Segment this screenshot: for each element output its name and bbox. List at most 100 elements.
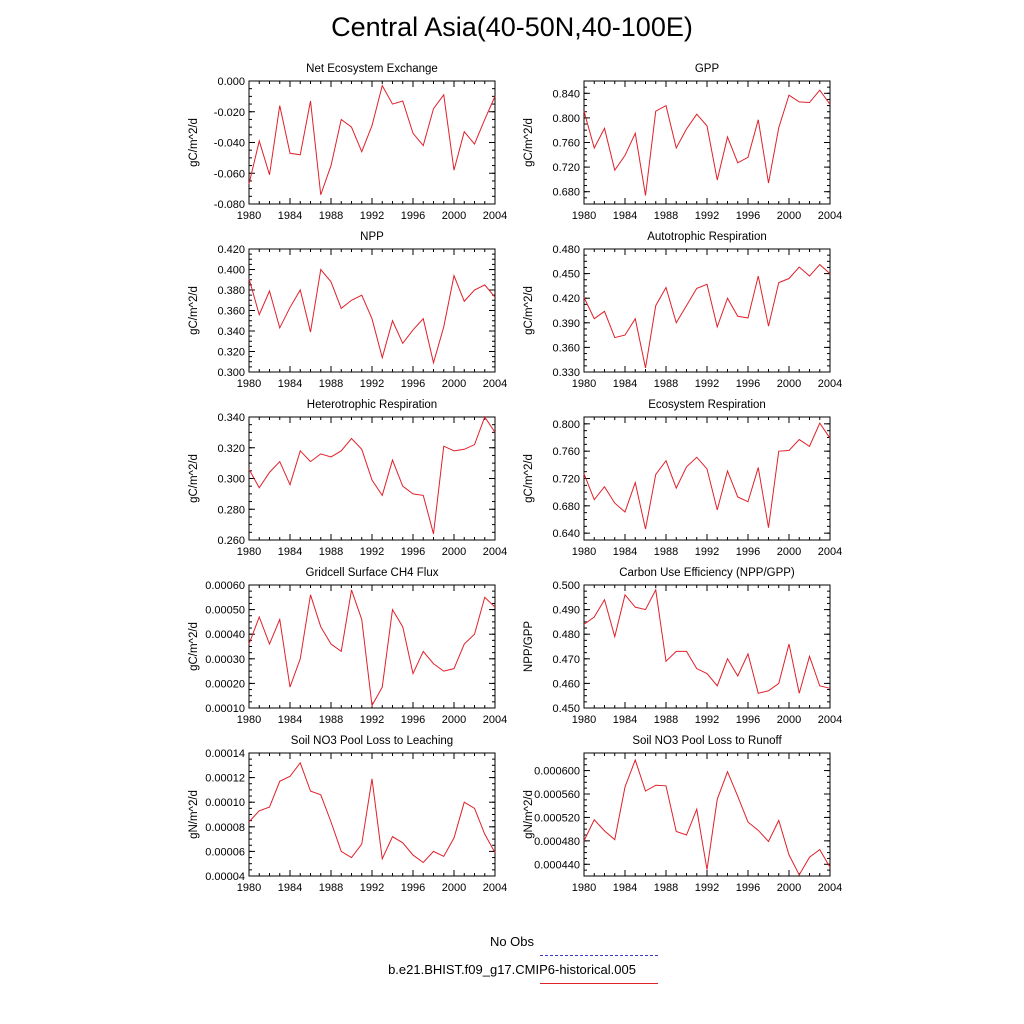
panel-4: 1980 1984 1988 1992 1996 2000 2004 0.330 0.360 0.… [523,231,842,390]
x-tick-label: 2000 [777,882,801,894]
x-tick-label: 2004 [818,714,842,726]
y-tick-label: 0.420 [552,293,580,305]
y-axis-label: NPP/GPP [523,621,535,672]
x-tick-label: 1996 [401,882,425,894]
y-axis-label: gC/m^2/d [188,118,200,167]
y-tick-label: 0.00060 [205,580,245,592]
series-line [583,422,831,530]
x-tick-label: 2004 [483,882,507,894]
plot-frame [583,416,831,541]
y-tick-label: 0.00010 [205,797,245,809]
figure-title: Central Asia(40-50N,40-100E) [331,12,693,42]
y-tick-label: 0.490 [552,605,580,617]
x-tick-label: 2004 [818,378,842,390]
plot-frame [248,248,496,373]
x-tick-label: 1988 [654,378,678,390]
y-tick-label: 0.450 [552,703,580,715]
x-tick-label: 1996 [401,546,425,558]
y-tick-label: 0.280 [217,504,245,516]
x-tick-label: 1980 [572,378,596,390]
y-axis-label: gC/m^2/d [523,454,535,503]
y-tick-label: 0.360 [217,306,245,318]
y-tick-label: 0.320 [217,443,245,455]
x-tick-label: 2004 [818,210,842,222]
x-tick-label: 2000 [777,546,801,558]
x-tick-label: 1980 [237,714,261,726]
x-tick-label: 1984 [613,210,637,222]
y-tick-label: 0.680 [552,501,580,513]
legend-label-model: b.e21.BHIST.f09_g17.CMIP6-historical.005 [388,962,636,977]
y-tick-label: -0.080 [214,199,245,211]
x-tick-label: 1988 [319,210,343,222]
y-axis-label: gN/m^2/d [188,790,200,839]
plot-frame [248,80,496,205]
panel-5: 1980 1984 1988 1992 1996 2000 2004 0.260 0.280 0.… [188,399,507,558]
y-tick-label: 0.300 [217,474,245,486]
x-tick-label: 1992 [360,882,384,894]
y-tick-label: 0.460 [552,678,580,690]
x-tick-label: 1996 [736,378,760,390]
x-tick-label: 2000 [442,714,466,726]
y-tick-label: 0.000480 [534,836,580,848]
x-tick-label: 1992 [695,882,719,894]
y-tick-label: 0.00010 [205,703,245,715]
panel-8: 1980 1984 1988 1992 1996 2000 2004 0.450 0.460 0.… [523,567,842,726]
y-tick-label: 0.680 [552,187,580,199]
panel-title: NPP [360,231,384,243]
x-tick-label: 1980 [237,210,261,222]
series-line [248,761,496,864]
legend-line-model [540,983,658,984]
y-tick-label: 0.000440 [534,859,580,871]
y-tick-label: -0.040 [214,138,245,150]
y-tick-label: 0.260 [217,535,245,547]
series-line [248,84,496,195]
y-tick-label: 0.300 [217,367,245,379]
x-tick-label: 1980 [572,546,596,558]
y-tick-label: 0.00012 [205,773,245,785]
x-tick-label: 2000 [777,378,801,390]
y-tick-label: 0.380 [217,285,245,297]
x-tick-label: 1984 [278,882,302,894]
x-tick-label: 1984 [278,210,302,222]
panel-9: 1980 1984 1988 1992 1996 2000 2004 0.00004 0.000… [188,735,507,894]
y-tick-label: 0.500 [552,580,580,592]
x-tick-label: 2004 [818,882,842,894]
panel-2: 1980 1984 1988 1992 1996 2000 2004 0.680 0.720 0.… [523,63,842,222]
legend-label-no-obs: No Obs [489,934,535,949]
y-tick-label: 0.00008 [205,822,245,834]
x-tick-label: 1996 [401,378,425,390]
x-tick-label: 1992 [695,714,719,726]
y-tick-label: 0.800 [552,113,580,125]
x-tick-label: 1980 [572,210,596,222]
series-line [248,589,496,708]
y-tick-label: 0.450 [552,269,580,281]
x-tick-label: 1980 [237,882,261,894]
y-tick-label: 0.00040 [205,629,245,641]
y-tick-label: 0.00004 [205,871,245,883]
x-tick-label: 1992 [695,378,719,390]
panel-title: Heterotrophic Respiration [307,399,437,411]
series-line [583,89,831,196]
x-tick-label: 1996 [401,714,425,726]
y-tick-label: 0.480 [552,244,580,256]
x-tick-label: 1988 [654,714,678,726]
x-tick-label: 1996 [736,882,760,894]
panel-title: Soil NO3 Pool Loss to Runoff [632,735,782,747]
x-tick-label: 1988 [319,378,343,390]
x-tick-label: 1984 [278,546,302,558]
y-axis-label: gC/m^2/d [188,622,200,671]
series-line [248,415,496,534]
y-tick-label: 0.840 [552,88,580,100]
y-tick-label: 0.640 [552,528,580,540]
y-tick-label: 0.00050 [205,605,245,617]
x-tick-label: 1980 [237,378,261,390]
plot-frame [583,584,831,709]
y-tick-label: 0.400 [217,265,245,277]
x-tick-label: 1992 [360,378,384,390]
y-tick-label: -0.020 [214,107,245,119]
y-tick-label: 0.00030 [205,654,245,666]
panel-1: 1980 1984 1988 1992 1996 2000 2004 -0.080 -0.060… [188,63,507,222]
x-tick-label: 1996 [736,714,760,726]
panel-10: 1980 1984 1988 1992 1996 2000 2004 0.000440 0.00… [523,735,842,894]
y-tick-label: 0.000520 [534,812,580,824]
